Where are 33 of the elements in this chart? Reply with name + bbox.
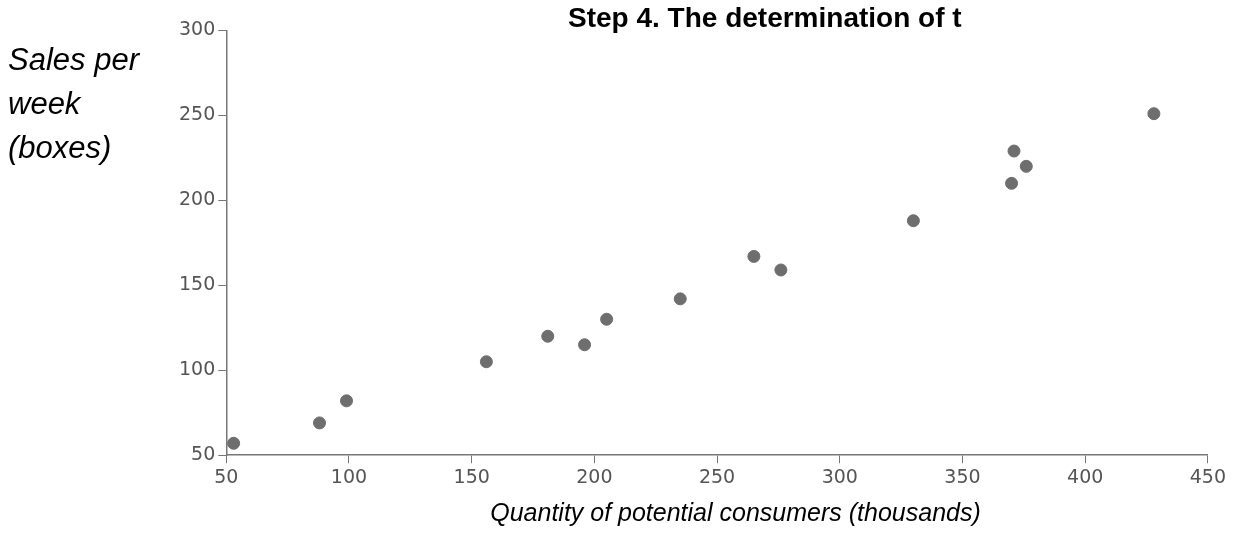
x-tick-label: 450 [1189,464,1226,487]
point [227,436,241,450]
point [1147,107,1161,121]
y-axis-title: Sales per week (boxes) [8,41,141,167]
point [1019,159,1033,173]
point [673,292,687,306]
point [774,263,788,277]
point [541,329,555,343]
x-axis-title: Quantity of potential consumers (thousands) [489,498,982,527]
point [747,249,761,263]
point [1005,176,1019,190]
x-tick-label: 150 [453,464,490,487]
x-tick-label: 200 [576,464,613,487]
point [600,312,614,326]
point [906,214,920,228]
point [313,416,327,430]
point [479,355,493,369]
y-tick-label: 250 [179,102,216,125]
x-tick-label: 50 [214,464,239,487]
y-tick-label: 100 [179,357,216,380]
x-tick-label: 100 [330,464,368,487]
point [1007,144,1021,158]
y-tick-label: 150 [179,272,216,295]
y-tick-label: 200 [179,187,216,210]
x-tick-label: 400 [1067,464,1104,487]
point [578,338,592,352]
y-tick-label: 300 [179,17,216,40]
x-tick-label: 350 [944,464,981,487]
x-tick-label: 300 [821,464,858,487]
point [340,394,354,408]
x-tick-label: 250 [698,464,736,487]
y-tick-label: 50 [191,442,216,465]
chart-title: Step 4. The determination of t [568,2,962,34]
